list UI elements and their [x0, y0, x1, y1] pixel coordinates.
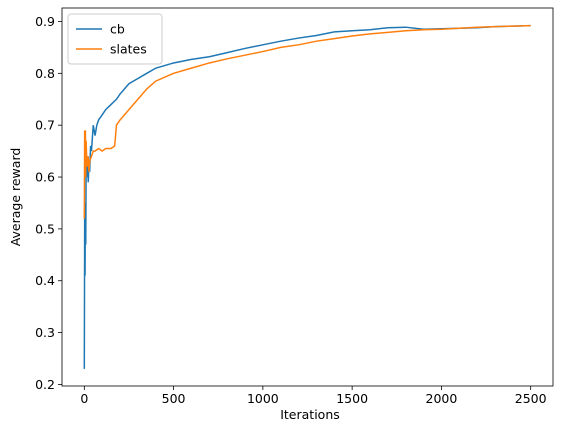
plot-frame — [61, 7, 554, 387]
line — [83, 24, 531, 219]
x-tick-label: 0 — [80, 391, 88, 406]
x-tick-label: 2000 — [426, 391, 458, 406]
x-tick-label: 2500 — [515, 391, 547, 406]
legend-label: slates — [110, 42, 147, 57]
x-tick-label: 1500 — [336, 391, 368, 406]
y-tick-label: 0.5 — [35, 221, 55, 236]
y-tick-label: 0.6 — [35, 170, 55, 185]
x-tick-label: 1000 — [247, 391, 279, 406]
legend-label: cb — [110, 22, 125, 37]
legend-box — [67, 13, 163, 65]
y-tick-label: 0.9 — [35, 14, 55, 29]
y-tick-label: 0.7 — [35, 118, 55, 133]
y-tick-label: 0.2 — [35, 377, 55, 392]
x-axis-label: Iterations — [280, 407, 340, 422]
y-tick-label: 0.8 — [35, 66, 55, 81]
y-axis-label: Average reward — [8, 148, 23, 247]
y-tick-label: 0.3 — [35, 325, 55, 340]
y-tick-label: 0.4 — [35, 273, 55, 288]
x-tick-label: 500 — [162, 391, 186, 406]
line — [83, 24, 531, 369]
